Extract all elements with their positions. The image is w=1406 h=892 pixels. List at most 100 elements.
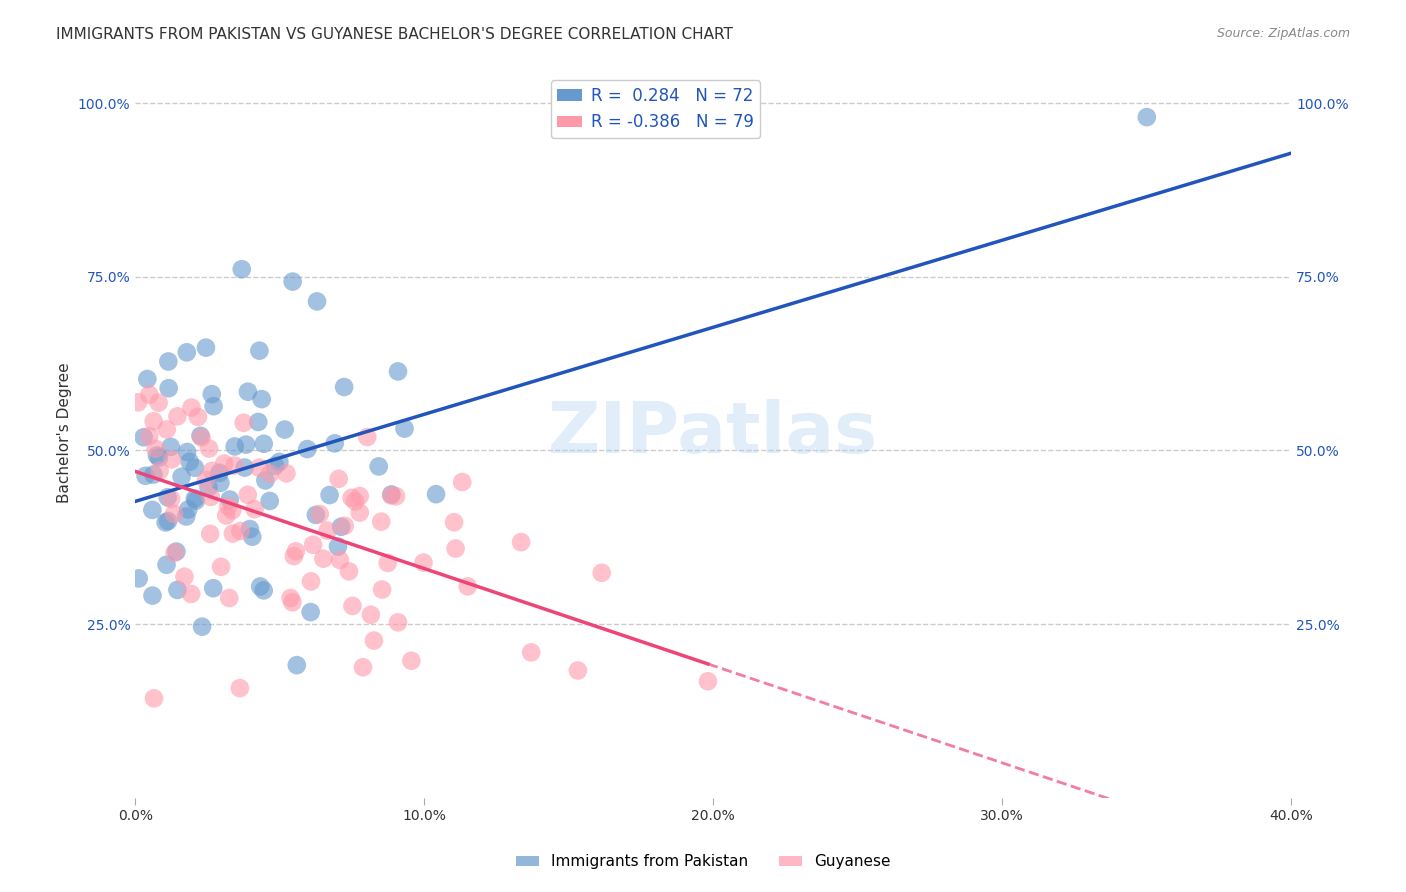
Point [202,581,225,595]
Point [394,421,416,435]
Point [127,395,149,409]
Point [352,660,374,674]
Point [591,566,613,580]
Point [236,384,259,399]
Point [145,442,167,456]
Point [333,380,356,394]
Point [305,294,328,309]
Point [198,442,221,456]
Point [141,503,163,517]
Legend: Immigrants from Pakistan, Guyanese: Immigrants from Pakistan, Guyanese [509,848,897,875]
Point [299,605,322,619]
Point [163,546,186,560]
Point [323,436,346,450]
Point [457,579,479,593]
Text: ZIPatlas: ZIPatlas [548,399,879,467]
Point [132,430,155,444]
Point [401,654,423,668]
Point [128,571,150,585]
Point [148,395,170,409]
Point [273,423,295,437]
Point [195,473,218,487]
Point [197,481,219,495]
Point [155,516,177,530]
Point [179,455,201,469]
Point [360,607,382,622]
Point [316,524,339,538]
Point [276,467,298,481]
Point [328,472,350,486]
Point [269,455,291,469]
Point [142,414,165,428]
Point [215,508,238,523]
Point [337,565,360,579]
Point [520,645,543,659]
Point [342,599,364,613]
Point [253,583,276,598]
Point [249,579,271,593]
Point [229,524,252,538]
Point [696,674,718,689]
Point [305,508,328,522]
Point [330,520,353,534]
Point [202,399,225,413]
Point [184,491,207,506]
Point [180,401,202,415]
Point [141,589,163,603]
Point [240,530,263,544]
Point [208,466,231,480]
Point [184,493,207,508]
Point [135,468,157,483]
Point [308,507,330,521]
Point [180,587,202,601]
Point [156,490,179,504]
Point [247,415,270,429]
Point [312,551,335,566]
Point [233,460,256,475]
Point [302,538,325,552]
Point [190,431,212,445]
Point [170,469,193,483]
Point [259,467,281,481]
Point [367,459,389,474]
Point [371,582,394,597]
Point [160,452,183,467]
Point [444,541,467,556]
Point [349,489,371,503]
Point [318,488,340,502]
Point [280,591,302,605]
Point [222,526,245,541]
Point [387,364,409,378]
Point [184,460,207,475]
Point [232,416,254,430]
Point [165,544,187,558]
Point [159,440,181,454]
Point [284,544,307,558]
Point [264,458,287,473]
Point [387,615,409,630]
Point [281,275,304,289]
Point [344,494,367,508]
Point [283,549,305,564]
Point [281,595,304,609]
Text: Source: ZipAtlas.com: Source: ZipAtlas.com [1216,27,1350,40]
Point [146,449,169,463]
Point [443,515,465,529]
Point [356,430,378,444]
Point [155,558,177,572]
Point [567,664,589,678]
Point [163,507,186,521]
Point [254,474,277,488]
Point [149,464,172,478]
Point [329,553,352,567]
Point [299,574,322,589]
Point [157,514,180,528]
Point [194,341,217,355]
Point [333,518,356,533]
Point [217,500,239,514]
Point [236,488,259,502]
Point [243,502,266,516]
Point [218,492,240,507]
Point [259,494,281,508]
Point [250,392,273,406]
